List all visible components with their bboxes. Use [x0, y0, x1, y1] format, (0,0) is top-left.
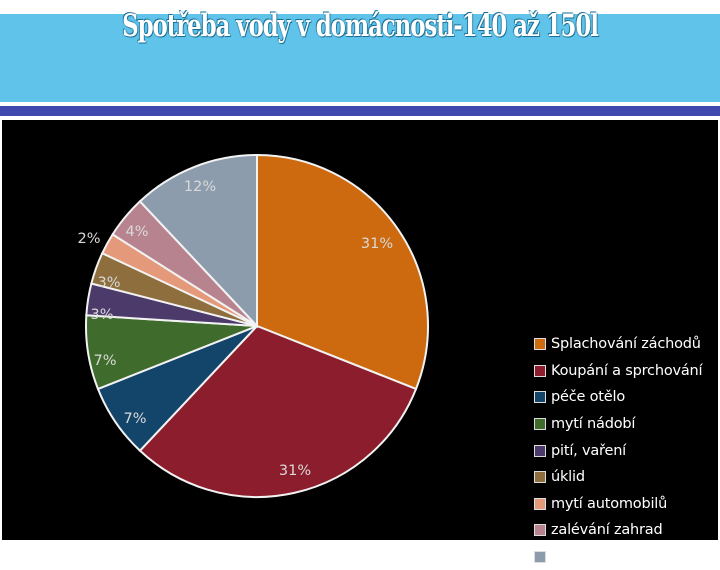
pie-slice — [138, 324, 418, 499]
slice-data-label: 3% — [97, 275, 120, 291]
pie-slice — [256, 153, 429, 391]
slide-title: Spotřeba vody v domácnosti-140 až 150l — [122, 8, 599, 44]
legend-label: zalévání zahrad — [551, 522, 663, 539]
title-bar — [0, 14, 720, 102]
legend-item: mytí nádobí — [534, 411, 720, 438]
slice-data-label: 31% — [361, 236, 393, 252]
legend-item: úklid — [534, 464, 720, 491]
legend-item: mytí automobilů — [534, 491, 720, 518]
legend-label: praní prádla — [551, 549, 637, 566]
pie-slice — [138, 153, 258, 329]
legend-swatch — [534, 391, 546, 404]
slice-data-label: 3% — [90, 307, 113, 323]
title-accent-stripe — [0, 106, 720, 116]
legend-swatch — [534, 524, 546, 537]
legend-swatch — [534, 364, 546, 377]
legend-item: zalévání zahrad — [534, 517, 720, 544]
slice-data-label: 4% — [125, 224, 148, 240]
legend-item: praní prádla — [534, 544, 720, 570]
legend-label: Splachování záchodů — [551, 336, 701, 353]
legend-swatch — [534, 471, 546, 484]
legend-label: péče otělo — [551, 389, 626, 406]
legend-swatch — [534, 338, 546, 351]
slice-data-label: 7% — [93, 353, 116, 369]
legend-item: Splachování záchodů — [534, 331, 720, 358]
chart-legend: Splachování záchodů Koupání a sprchování p… — [534, 331, 720, 570]
legend-item: pití, vaření — [534, 437, 720, 464]
slice-data-label: 31% — [279, 463, 311, 479]
legend-swatch — [534, 418, 546, 431]
title-divider — [0, 102, 720, 106]
legend-swatch — [534, 497, 546, 510]
legend-label: mytí automobilů — [551, 495, 668, 512]
chart-panel: 31% 31% 7% 7% 3% 3% 2% 4% 12% Splachování záchod… — [2, 120, 718, 565]
legend-label: pití, vaření — [551, 442, 627, 459]
legend-label: Koupání a sprchování — [551, 362, 703, 379]
legend-swatch — [534, 551, 546, 564]
legend-label: mytí nádobí — [551, 416, 636, 433]
legend-item: péče otělo — [534, 384, 720, 411]
slice-data-label: 12% — [184, 179, 216, 195]
legend-label: úklid — [551, 469, 585, 486]
legend-swatch — [534, 444, 546, 457]
pie-chart: 31% 31% 7% 7% 3% 3% 2% 4% 12% — [77, 153, 429, 499]
slice-data-label: 7% — [123, 411, 146, 427]
slice-data-label: 2% — [77, 231, 100, 247]
legend-item: Koupání a sprchování — [534, 358, 720, 385]
